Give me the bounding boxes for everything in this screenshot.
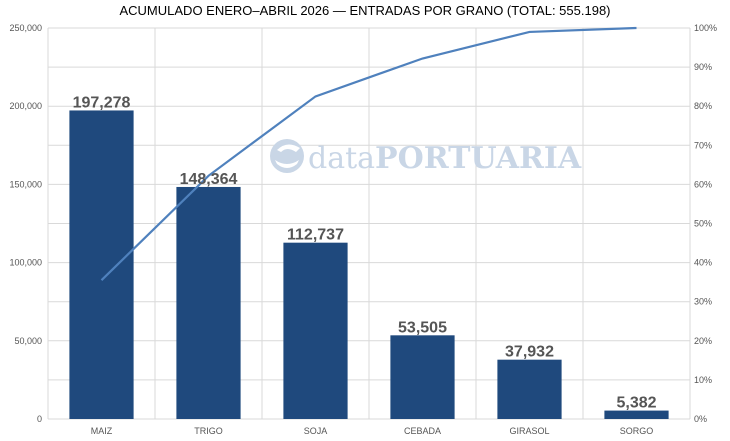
bar-girasol [497, 359, 562, 419]
y2-tick-label: 60% [694, 179, 712, 189]
chart-title: ACUMULADO ENERO–ABRIL 2026 — ENTRADAS PO… [119, 3, 610, 18]
y-tick-label: 150,000 [9, 179, 42, 189]
y2-tick-label: 40% [694, 258, 712, 268]
gridlines [47, 27, 691, 420]
y-axis-right: 0% 10% 20% 30% 40% 50% 60% 70% 80% 90% 100% [694, 23, 717, 424]
data-label-soja: 112,737 [287, 227, 344, 244]
data-label-maiz: 197,278 [73, 94, 131, 111]
bar-maiz [69, 110, 134, 419]
category-label-maiz: MAIZ [91, 426, 113, 436]
data-label-cebada: 53,505 [398, 319, 447, 336]
watermark-text-portuaria: PORTUARIA [375, 141, 582, 176]
cumulative-percentage-line [100, 26, 637, 281]
bars [69, 110, 669, 419]
y-tick-label: 100,000 [9, 258, 42, 268]
y2-tick-label: 50% [694, 219, 712, 229]
y-tick-label: 50,000 [14, 336, 42, 346]
y2-tick-label: 30% [694, 297, 712, 307]
y2-tick-label: 0% [694, 414, 707, 424]
y-tick-label: 250,000 [9, 23, 42, 33]
bar-cebada [390, 335, 455, 419]
y2-tick-label: 90% [694, 62, 712, 72]
y2-tick-label: 70% [694, 140, 712, 150]
x-axis: MAIZ TRIGO SOJA CEBADA GIRASOL SORGO [91, 426, 654, 436]
y-tick-label: 0 [37, 414, 42, 424]
category-label-girasol: GIRASOL [509, 426, 549, 436]
data-label-trigo: 148,364 [180, 171, 238, 188]
category-label-soja: SOJA [304, 426, 328, 436]
data-label-sorgo: 5,382 [616, 395, 656, 412]
bar-soja [283, 242, 348, 419]
cumulative-line [100, 26, 637, 281]
y2-tick-label: 80% [694, 101, 712, 111]
data-labels: 197,278 148,364 112,737 53,505 37,932 5,382 [73, 94, 657, 411]
y-axis-left: 0 50,000 100,000 150,000 200,000 250,000 [9, 23, 42, 424]
data-label-girasol: 37,932 [505, 344, 554, 361]
category-label-cebada: CEBADA [404, 426, 441, 436]
y2-tick-label: 20% [694, 336, 712, 346]
y2-tick-label: 100% [694, 23, 717, 33]
watermark-text-data: data [308, 141, 375, 176]
category-label-sorgo: SORGO [620, 426, 654, 436]
y-tick-label: 200,000 [9, 101, 42, 111]
y2-tick-label: 10% [694, 375, 712, 385]
bar-trigo [176, 186, 241, 419]
bar-sorgo [604, 410, 669, 419]
dataportuaria-logo-icon [270, 139, 304, 173]
dataportuaria-watermark: dataPORTUARIA [270, 139, 582, 176]
svg-text:dataPORTUARIA: dataPORTUARIA [308, 141, 582, 176]
category-label-trigo: TRIGO [194, 426, 223, 436]
